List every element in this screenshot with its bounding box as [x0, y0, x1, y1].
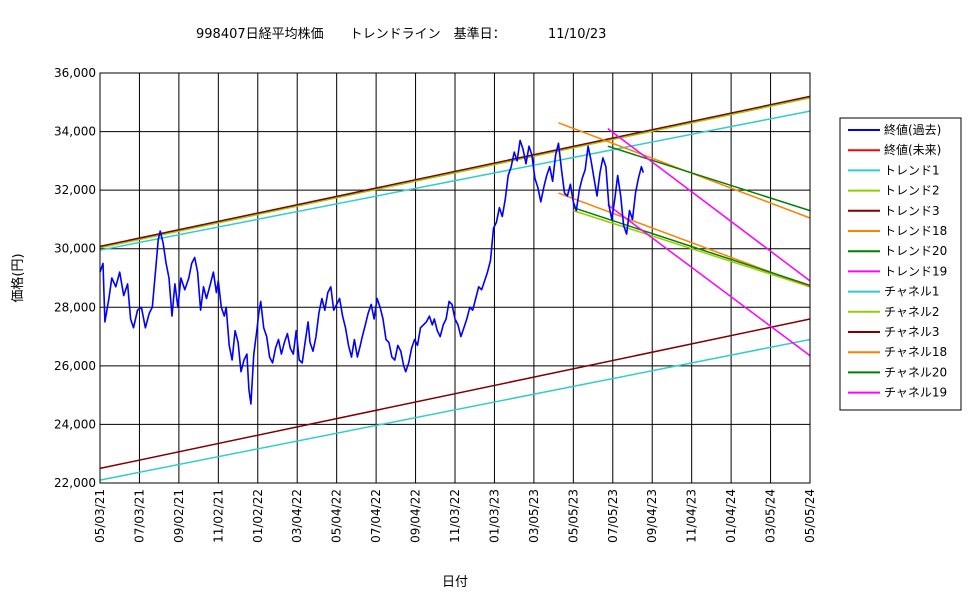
series-group [99, 95, 811, 481]
x-tick-label: 03/05/24 [764, 489, 778, 543]
legend-entry: チャネル19 [884, 386, 947, 400]
legend-entry: トレンド3 [884, 204, 940, 218]
legend-entry: 終値(未来) [884, 142, 941, 157]
x-tick-label: 09/04/22 [409, 489, 423, 543]
chart-title: 998407日経平均株価 トレンドライン 基準日： [196, 26, 506, 42]
legend-entry: チャネル18 [884, 345, 947, 359]
x-tick-label: 05/03/21 [93, 489, 107, 543]
series-line [99, 97, 811, 249]
legend-entry: チャネル1 [884, 285, 940, 299]
y-tick-label: 36,000 [54, 66, 96, 80]
x-tick-label: 07/04/22 [369, 489, 383, 543]
y-tick-labels: 22,000 24,000 26,000 28,000 30,000 32,000 34,0… [54, 66, 96, 490]
series-line [99, 318, 811, 470]
y-axis-title: 価格(円) [10, 253, 26, 302]
y-tick-label: 24,000 [54, 417, 96, 431]
x-tick-label: 11/04/23 [685, 489, 699, 543]
legend-box [839, 117, 962, 411]
x-tick-label: 11/03/22 [448, 489, 462, 543]
plot-border [99, 72, 811, 484]
legend-entry: トレンド18 [884, 224, 947, 238]
base-date: 11/10/23 [548, 27, 606, 42]
series-line [99, 139, 645, 405]
x-tick-label: 03/05/23 [527, 489, 541, 543]
y-tick-label: 22,000 [54, 476, 96, 490]
series-line [99, 110, 811, 251]
x-tick-label: 05/04/22 [330, 489, 344, 543]
legend-entry: チャネル2 [884, 305, 940, 319]
series-line [607, 204, 811, 357]
series-line [607, 145, 811, 212]
x-tick-label: 07/03/21 [132, 489, 146, 543]
legend-entry: トレンド20 [884, 244, 947, 258]
series-line [99, 95, 811, 248]
x-tick-label: 03/04/22 [290, 489, 304, 543]
x-tick-labels: 05/03/21 07/03/21 09/02/21 11/02/21 01/02/22… [93, 489, 817, 543]
series-line [573, 209, 811, 288]
legend-entry: 終値(過去) [884, 122, 941, 137]
x-tick-label: 01/04/24 [724, 489, 738, 543]
y-tick-label: 28,000 [54, 300, 96, 314]
series-line [99, 338, 811, 481]
x-tick-label: 09/04/23 [645, 489, 659, 543]
legend-entry: チャネル20 [884, 365, 947, 379]
x-tick-label: 05/05/24 [803, 489, 817, 543]
x-tick-label: 05/05/23 [566, 489, 580, 543]
series-line [607, 128, 811, 282]
legend-entry: チャネル3 [884, 325, 940, 339]
legend: 終値(過去) 終値(未来) トレンド1 トレンド2 トレンド3 トレンド18 トレンド20 ト… [848, 122, 947, 400]
x-tick-label: 01/03/23 [487, 489, 501, 543]
x-tick-label: 11/02/21 [211, 489, 225, 543]
legend-entry: トレンド2 [884, 184, 940, 198]
y-tick-label: 30,000 [54, 242, 96, 256]
legend-entry: トレンド19 [884, 264, 947, 278]
legend-entry: トレンド1 [884, 163, 940, 177]
y-tick-label: 26,000 [54, 359, 96, 373]
x-tick-label: 07/05/23 [606, 489, 620, 543]
x-axis-title: 日付 [442, 575, 468, 590]
y-tick-label: 34,000 [54, 125, 96, 139]
x-tick-label: 01/02/22 [251, 489, 265, 543]
x-tick-label: 09/02/21 [172, 489, 186, 543]
y-tick-label: 32,000 [54, 183, 96, 197]
series-line [573, 206, 811, 287]
